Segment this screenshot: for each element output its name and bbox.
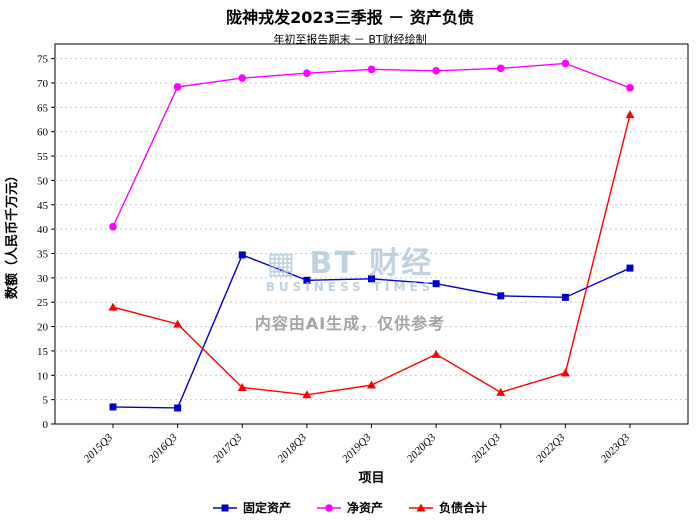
marker-circle xyxy=(432,66,440,75)
y-tick-label: 50 xyxy=(37,175,49,187)
marker-triangle xyxy=(173,319,183,328)
legend-item: 负债合计 xyxy=(409,499,487,516)
y-tick-label: 10 xyxy=(37,370,49,382)
y-tick-label: 15 xyxy=(37,346,49,358)
marker-square xyxy=(109,403,117,411)
y-tick-label: 35 xyxy=(37,248,49,260)
series-net-assets xyxy=(109,59,634,231)
chart-title: 陇神戎发2023三季报 － 资产负债 xyxy=(226,8,474,27)
marker-circle xyxy=(173,83,182,91)
series-fixed-assets xyxy=(109,251,634,412)
legend-marker-square xyxy=(212,504,237,511)
y-tick-label: 75 xyxy=(37,54,49,66)
marker-circle xyxy=(626,84,634,92)
y-tick-label: 65 xyxy=(37,102,49,114)
chart-subtitle: 年初至报告期末 － BT财经绘制 xyxy=(273,33,427,46)
marker-square xyxy=(432,280,440,288)
legend-label: 净资产 xyxy=(346,501,383,515)
marker-circle xyxy=(238,74,247,82)
marker-circle xyxy=(367,65,376,74)
y-tick-label: 55 xyxy=(37,151,49,163)
y-tick-label: 5 xyxy=(43,395,49,407)
legend-item: 净资产 xyxy=(316,499,383,516)
marker-square xyxy=(497,292,505,300)
series-total-liabilities xyxy=(108,110,635,399)
marker-triangle xyxy=(496,387,506,396)
x-tick-label: 2016Q3 xyxy=(146,431,180,465)
marker-triangle xyxy=(625,110,635,119)
marker-triangle xyxy=(302,390,312,399)
x-tick-label: 2023Q3 xyxy=(599,431,633,465)
marker-circle xyxy=(109,222,117,231)
y-tick-label: 30 xyxy=(37,273,49,285)
x-tick-label: 2022Q3 xyxy=(534,431,568,465)
legend-marker-triangle xyxy=(409,503,433,511)
legend-marker-circle xyxy=(316,503,341,512)
marker-triangle xyxy=(108,302,118,311)
x-axis-label: 项目 xyxy=(358,471,384,486)
marker-circle xyxy=(303,69,311,78)
x-tick-label: 2015Q3 xyxy=(82,431,116,465)
chart-header: 陇神戎发2023三季报 － 资产负债 年初至报告期末 － BT财经绘制 xyxy=(0,4,700,47)
marker-square xyxy=(368,275,375,283)
y-tick-label: 20 xyxy=(37,322,49,334)
y-tick-label: 60 xyxy=(37,127,49,139)
y-tick-label: 0 xyxy=(43,419,49,431)
y-axis-label: 数额（人民币千万元） xyxy=(4,169,20,299)
marker-triangle xyxy=(431,349,441,358)
y-tick-label: 25 xyxy=(37,297,49,309)
marker-square xyxy=(238,251,246,259)
marker-square xyxy=(303,276,311,284)
y-tick-label: 40 xyxy=(37,224,49,236)
y-tick-label: 70 xyxy=(37,78,49,90)
x-tick-label: 2021Q3 xyxy=(469,431,503,465)
marker-square xyxy=(174,404,182,412)
marker-circle xyxy=(496,64,505,73)
legend-item: 固定资产 xyxy=(212,499,291,516)
x-tick-label: 2020Q3 xyxy=(405,431,439,465)
legend-label: 固定资产 xyxy=(242,501,291,515)
marker-triangle xyxy=(237,382,247,391)
marker-circle xyxy=(561,59,570,68)
x-tick-label: 2019Q3 xyxy=(340,431,374,465)
marker-square xyxy=(561,293,569,301)
marker-triangle xyxy=(367,380,376,389)
plot-area xyxy=(54,43,689,425)
x-tick-label: 2017Q3 xyxy=(211,431,245,465)
chart-legend: 固定资产 净资产 负债合计 xyxy=(0,499,700,516)
y-tick-label: 45 xyxy=(37,200,49,212)
marker-triangle xyxy=(560,368,570,377)
x-tick-label: 2018Q3 xyxy=(275,431,309,465)
marker-square xyxy=(626,264,634,272)
legend-label: 负债合计 xyxy=(439,501,488,515)
